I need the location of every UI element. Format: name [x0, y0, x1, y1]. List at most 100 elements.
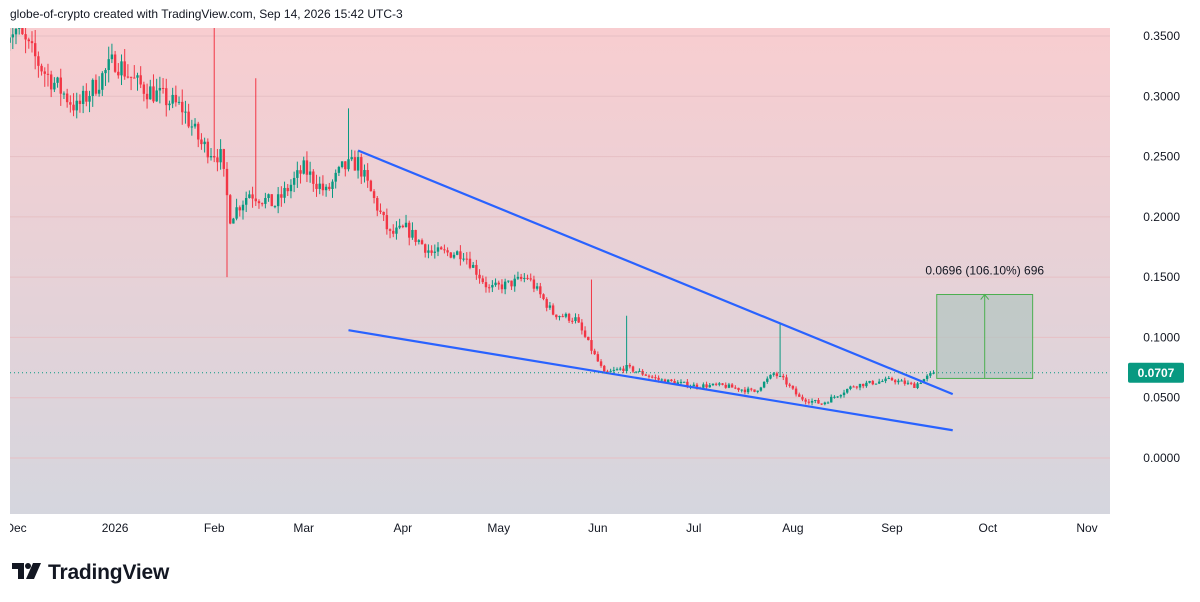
- candle-body: [30, 41, 34, 44]
- candle-body: [321, 183, 325, 191]
- candle-body: [714, 383, 718, 385]
- candle-body: [27, 39, 30, 42]
- candle-body: [519, 276, 523, 279]
- x-tick-label: Feb: [204, 521, 225, 535]
- candle-body: [721, 383, 724, 385]
- candle-body: [686, 381, 689, 387]
- chart-container[interactable]: 0.0696 (106.10%) 696 0.3500 0.3000 0.2500 0…: [5, 15, 1190, 542]
- candle-body: [360, 157, 363, 177]
- candle-body: [814, 400, 817, 402]
- grid-lines: [10, 35, 1110, 459]
- candle-body: [702, 384, 705, 388]
- candle-body: [555, 314, 558, 318]
- candle-body: [807, 401, 811, 403]
- candle-body: [708, 385, 711, 388]
- candle-body: [187, 111, 190, 127]
- candle-body: [392, 230, 395, 234]
- candle-body: [328, 186, 331, 189]
- candle-body: [21, 26, 24, 35]
- candle-body: [376, 198, 379, 211]
- candle-body: [123, 61, 126, 77]
- candle-body: [126, 76, 130, 78]
- candle-body: [865, 382, 868, 387]
- candle-body: [631, 366, 635, 372]
- candle-body: [922, 379, 926, 384]
- candle-body: [679, 381, 683, 383]
- y-tick-label: 0.2000: [1143, 210, 1180, 224]
- candle-body: [200, 139, 203, 145]
- candle-body: [219, 149, 222, 163]
- candle-body: [213, 156, 216, 158]
- x-axis[interactable]: Dec 2026 Feb Mar Apr May Jun Jul Aug Sep Oct Nov: [5, 514, 1110, 542]
- y-tick-label: 0.0000: [1143, 451, 1180, 465]
- x-tick-label: May: [487, 521, 510, 535]
- candle-body: [251, 194, 254, 199]
- candle-body: [283, 187, 286, 198]
- candle-body: [619, 368, 622, 370]
- candle-body: [395, 227, 398, 234]
- candle-body: [695, 384, 699, 388]
- candle-body: [539, 286, 542, 295]
- candle-body: [577, 317, 580, 323]
- candle-body: [497, 282, 500, 285]
- price-chart[interactable]: 0.0696 (106.10%) 696 0.35000.30000.25000…: [5, 15, 1190, 542]
- candle-body: [225, 168, 229, 196]
- candle-body: [548, 305, 552, 308]
- x-tick-label: Apr: [393, 521, 412, 535]
- candle-body: [331, 181, 334, 189]
- candle-body: [625, 364, 628, 371]
- candle-body: [270, 194, 273, 207]
- candle-body: [433, 251, 437, 253]
- candle-body: [280, 194, 283, 198]
- candle-body: [916, 383, 919, 388]
- candle-body: [299, 170, 302, 174]
- candle-body: [500, 284, 504, 290]
- candle-body: [404, 222, 408, 228]
- candle-body: [235, 207, 238, 219]
- y-tick-label: 0.1000: [1143, 330, 1180, 344]
- candle-body: [296, 170, 299, 178]
- candle-body: [759, 387, 763, 391]
- y-axis[interactable]: 0.3500 0.3000 0.2500 0.2000 0.1500 0.1000 0.05…: [1143, 29, 1180, 465]
- candle-body: [507, 280, 510, 282]
- candle-body: [810, 400, 814, 403]
- x-tick-label: Mar: [293, 521, 314, 535]
- candle-body: [91, 79, 94, 96]
- candle-body: [890, 378, 894, 381]
- candle-body: [909, 382, 913, 384]
- candle-body: [97, 89, 101, 94]
- candle-body: [788, 384, 791, 386]
- candle-body: [78, 100, 82, 104]
- candle-body: [104, 70, 107, 74]
- candle-body: [312, 171, 315, 184]
- trendline[interactable]: [357, 149, 954, 396]
- candle-body: [53, 82, 56, 90]
- trendlines[interactable]: [348, 149, 954, 432]
- price-range-measure[interactable]: 0.0696 (106.10%) 696: [925, 264, 1044, 379]
- candle-body: [273, 206, 277, 208]
- candle-body: [40, 65, 43, 72]
- trendline[interactable]: [348, 329, 953, 432]
- candle-body: [587, 336, 590, 341]
- measure-label: 0.0696 (106.10%) 696: [925, 264, 1044, 278]
- candle-body: [868, 381, 871, 383]
- candle-body: [887, 378, 890, 380]
- candle-body: [532, 279, 536, 289]
- candle-body: [276, 194, 280, 207]
- y-tick-label: 0.3000: [1143, 89, 1180, 103]
- candle-body: [564, 313, 568, 317]
- candle-body: [893, 380, 897, 383]
- candle-body: [324, 186, 328, 191]
- last-price-tag-bg: [1128, 362, 1184, 383]
- candle-body: [794, 388, 798, 395]
- candle-body: [925, 375, 929, 380]
- candle-body: [462, 258, 465, 260]
- candle-body: [855, 386, 859, 388]
- candle-body: [347, 159, 350, 170]
- y-tick-label: 0.1500: [1143, 270, 1180, 284]
- candle-body: [609, 370, 612, 372]
- candle-body: [385, 215, 389, 230]
- candle-body: [542, 294, 545, 300]
- candle-body: [165, 88, 168, 106]
- candle-body: [676, 382, 679, 385]
